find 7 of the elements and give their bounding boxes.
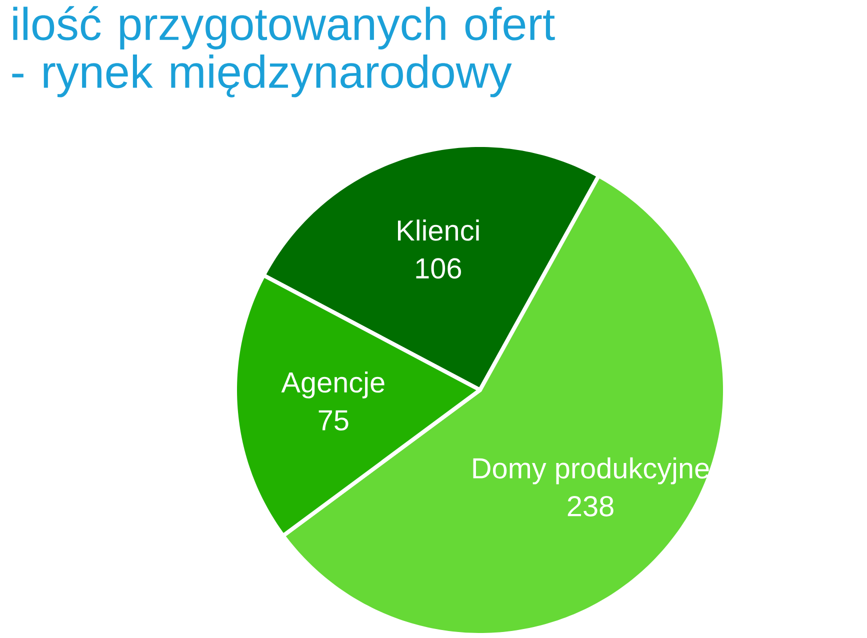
data-label: 75: [318, 410, 348, 431]
data-label: 238: [568, 496, 614, 516]
data-label: 106: [416, 258, 461, 279]
slice-label: Domy produkcyjne: [473, 457, 709, 484]
slice-label: Agencje: [281, 371, 384, 398]
chart-title: ilość przygotowanych ofert - rynek międzynarodowy: [12, 6, 555, 98]
slice-label: Klienci: [398, 220, 479, 241]
